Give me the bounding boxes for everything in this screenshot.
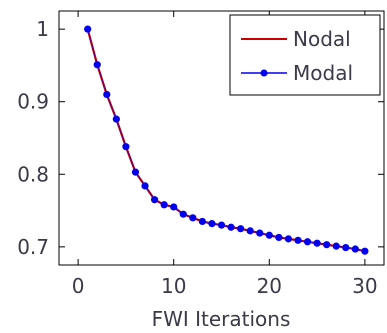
series-point-modal xyxy=(275,233,283,242)
legend-marker-modal xyxy=(260,69,268,77)
series-point-modal xyxy=(313,239,321,247)
series-point-modal xyxy=(332,242,340,250)
y-tick-label: 0.9 xyxy=(17,90,49,114)
series-point-modal xyxy=(284,235,293,243)
series-point-modal xyxy=(170,203,178,211)
legend-box xyxy=(229,14,381,96)
legend-label-modal: Modal xyxy=(293,61,353,85)
series-point-modal xyxy=(198,217,206,226)
plot-frame xyxy=(58,10,385,266)
y-tick-label: 0.7 xyxy=(17,235,49,259)
series-point-modal xyxy=(227,223,235,231)
series-point-modal xyxy=(323,241,331,249)
series-point-modal xyxy=(246,227,254,235)
series-point-modal xyxy=(303,238,312,246)
x-tick-label: 30 xyxy=(352,274,377,298)
x-tick-label: 20 xyxy=(257,274,282,298)
series-point-modal xyxy=(265,231,273,239)
legend: Nodal Modal xyxy=(229,14,381,96)
series-point-modal xyxy=(112,115,120,123)
series-point-modal xyxy=(217,221,226,229)
series-point-modal xyxy=(122,143,130,151)
series-point-modal xyxy=(160,201,168,209)
series-point-modal xyxy=(208,220,216,228)
series-point-modal xyxy=(256,229,264,237)
y-tick-label: 0.8 xyxy=(17,162,49,186)
y-axis-ticks: 0.7 0.8 0.9 1 xyxy=(17,17,384,259)
series-point-modal xyxy=(84,25,92,33)
series-point-modal xyxy=(294,236,302,244)
legend-label-nodal: Nodal xyxy=(293,27,351,51)
x-tick-label: 0 xyxy=(72,274,85,298)
series-point-modal xyxy=(342,243,350,252)
series-layer xyxy=(84,25,369,255)
y-tick-label: 1 xyxy=(36,17,49,41)
series-point-modal xyxy=(189,214,197,222)
series-point-modal xyxy=(93,61,101,69)
x-axis-title: FWI Iterations xyxy=(152,307,291,331)
series-point-modal xyxy=(141,182,149,190)
series-point-modal xyxy=(237,225,245,233)
series-point-modal xyxy=(131,168,140,176)
series-point-modal xyxy=(150,196,159,204)
x-tick-label: 10 xyxy=(161,274,186,298)
series-point-modal xyxy=(179,210,187,218)
x-axis-ticks: 0 10 20 30 xyxy=(72,11,378,298)
series-point-modal xyxy=(103,90,111,99)
series-point-modal xyxy=(351,245,359,253)
series-point-modal xyxy=(361,247,369,255)
